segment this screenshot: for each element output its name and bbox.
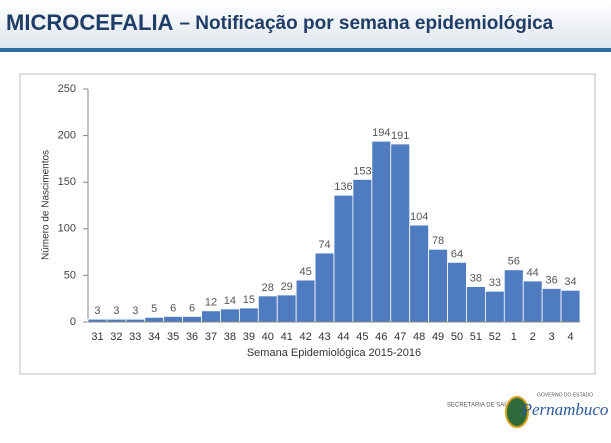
value-label: 3 — [113, 305, 119, 317]
value-label: 12 — [205, 297, 217, 309]
value-label: 64 — [451, 248, 463, 260]
bar — [371, 140, 392, 323]
x-tick-label: 52 — [489, 331, 501, 343]
x-tick-label: 36 — [186, 331, 198, 343]
bar — [484, 290, 505, 323]
x-tick-label: 51 — [470, 331, 482, 343]
value-label: 78 — [432, 235, 444, 247]
x-tick-label: 2 — [530, 331, 536, 343]
bar — [522, 280, 543, 323]
value-label: 3 — [132, 305, 138, 317]
bar — [314, 252, 335, 323]
x-tick-label: 34 — [148, 331, 160, 343]
bar — [182, 316, 202, 323]
value-label: 3 — [94, 305, 100, 317]
header-rule — [0, 48, 611, 52]
x-tick-label: 42 — [299, 331, 311, 343]
x-tick-label: 47 — [394, 331, 406, 343]
x-tick-label: 41 — [281, 331, 293, 343]
governo: GOVERNO DO ESTADO — [537, 392, 593, 398]
x-tick-label: 46 — [375, 331, 387, 343]
y-tick-label: 0 — [70, 316, 76, 328]
y-tick-label: 150 — [58, 176, 76, 188]
bar — [220, 308, 240, 323]
x-tick-label: 32 — [110, 331, 122, 343]
title-sub: – Notificação por semana epidemiológica — [179, 13, 553, 34]
x-tick-label: 33 — [129, 331, 141, 343]
footer: SECRETARIA DE SAÚDE GOVERNO DO ESTADO Pe… — [447, 392, 609, 428]
value-label: 56 — [508, 256, 520, 268]
x-tick-label: 31 — [91, 331, 103, 343]
bar — [257, 295, 278, 323]
value-label: 74 — [318, 239, 330, 251]
bar — [503, 269, 524, 323]
x-tick-label: 50 — [451, 331, 463, 343]
chart-frame — [19, 73, 596, 375]
x-tick-label: 44 — [337, 331, 349, 343]
bar — [352, 179, 373, 323]
bar — [560, 289, 581, 323]
x-axis-label: Semana Epidemiológica 2015-2016 — [247, 347, 421, 359]
title-main: MICROCEFALIA — [6, 10, 174, 35]
bar — [295, 279, 316, 323]
y-tick-label: 250 — [58, 83, 76, 95]
bar — [238, 307, 259, 323]
x-tick-label: 38 — [224, 331, 236, 343]
value-label: 36 — [545, 274, 557, 286]
bar — [428, 248, 448, 323]
bar — [333, 194, 354, 323]
x-tick-label: 35 — [167, 331, 179, 343]
value-label: 5 — [151, 303, 157, 315]
value-label: 45 — [299, 266, 311, 278]
value-label: 38 — [470, 272, 482, 284]
bar — [466, 286, 486, 323]
x-tick-label: 3 — [549, 331, 555, 343]
x-tick-label: 39 — [243, 331, 255, 343]
header-band — [0, 0, 611, 48]
x-tick-label: 49 — [432, 331, 444, 343]
y-tick-label: 200 — [58, 130, 76, 142]
value-label: 194 — [372, 127, 390, 139]
value-label: 15 — [243, 294, 255, 306]
value-label: 14 — [224, 295, 236, 307]
y-axis-label: Número de Nascimentos — [41, 150, 52, 260]
x-tick-label: 43 — [318, 331, 330, 343]
bar — [447, 261, 467, 323]
x-tick-label: 1 — [511, 331, 517, 343]
bar — [163, 316, 184, 323]
bar — [201, 310, 221, 323]
value-label: 6 — [170, 302, 176, 314]
y-tick-label: 100 — [58, 223, 76, 235]
value-label: 136 — [334, 181, 352, 193]
bar — [276, 294, 297, 323]
value-label: 44 — [527, 267, 539, 279]
x-tick-label: 45 — [356, 331, 368, 343]
coat-of-arms — [505, 396, 529, 428]
value-label: 104 — [410, 211, 428, 223]
x-tick-label: 37 — [205, 331, 217, 343]
value-label: 34 — [564, 276, 576, 288]
slide-title: MICROCEFALIA – Notificação por semana epi… — [6, 10, 554, 35]
x-tick-label: 4 — [567, 331, 573, 343]
value-label: 28 — [262, 282, 274, 294]
bar — [409, 224, 430, 323]
state-name: Pernambuco — [521, 400, 609, 419]
value-label: 191 — [391, 130, 409, 142]
bar — [144, 316, 165, 323]
bar — [390, 143, 411, 323]
value-label: 33 — [489, 277, 501, 289]
x-tick-label: 48 — [413, 331, 425, 343]
value-label: 29 — [281, 281, 293, 293]
x-tick-label: 40 — [262, 331, 274, 343]
secretaria: SECRETARIA DE SAÚDE — [447, 402, 517, 409]
bar — [541, 288, 562, 323]
value-label: 6 — [189, 302, 195, 314]
y-tick-label: 50 — [64, 269, 76, 281]
value-label: 153 — [353, 165, 371, 177]
